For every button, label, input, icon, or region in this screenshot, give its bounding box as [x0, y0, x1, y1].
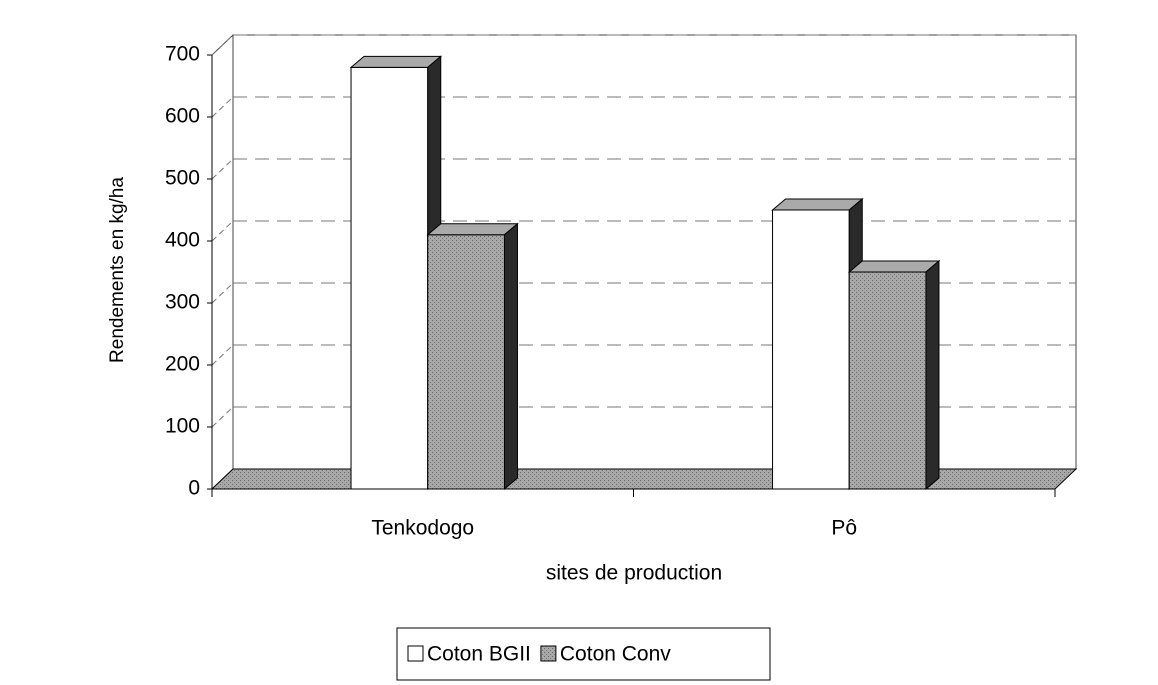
legend-label: Coton Conv [560, 643, 671, 666]
bar-side [925, 259, 940, 491]
grid-line [211, 282, 234, 304]
x-tick-label: Tenkodogo [371, 517, 474, 540]
bar [848, 271, 927, 490]
y-tick-label: 0 [188, 477, 200, 500]
bar [350, 66, 429, 490]
bar-top [771, 198, 864, 211]
grid-line [211, 96, 234, 118]
bar-side [503, 222, 518, 491]
bar [772, 209, 850, 490]
y-tick-label: 400 [165, 229, 200, 252]
legend-swatch [540, 645, 557, 662]
side-wall [211, 33, 234, 491]
y-tick-label: 100 [165, 415, 200, 438]
bar-top [349, 55, 443, 68]
grid-line [211, 34, 234, 56]
x-tick-label: Pô [831, 517, 857, 540]
floor [210, 468, 1078, 490]
bar-top [426, 223, 519, 236]
y-tick-label: 200 [165, 353, 200, 376]
legend-label: Coton BGII [427, 643, 531, 666]
legend-box [396, 627, 771, 681]
bar-top [847, 260, 941, 273]
y-tick-label: 600 [165, 105, 200, 128]
grid-line [211, 220, 234, 242]
legend-swatch [407, 645, 424, 662]
grid-line [211, 406, 234, 428]
y-axis-label: Rendements en kg/ha [107, 177, 128, 363]
y-tick-label: 700 [165, 43, 200, 66]
grid-line [211, 158, 234, 180]
y-tick-label: 500 [165, 167, 200, 190]
x-axis-label: sites de production [546, 562, 722, 585]
y-tick-label: 300 [165, 291, 200, 314]
bar [427, 234, 505, 490]
grid-line [211, 344, 234, 366]
